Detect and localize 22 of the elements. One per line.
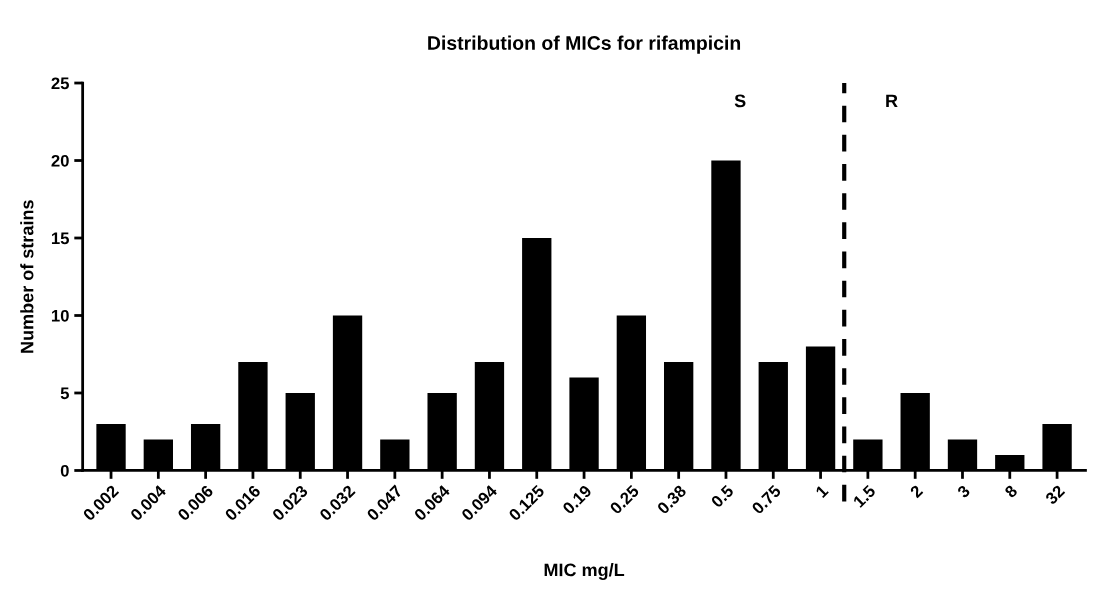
y-tick-label: 20 <box>51 154 69 167</box>
y-tick-label: 5 <box>60 387 69 400</box>
x-axis-title: MIC mg/L <box>544 563 625 580</box>
y-axis-title: Number of strains <box>20 200 34 353</box>
x-tick-label: 0.19 <box>561 484 593 515</box>
x-tick-label: 0.38 <box>656 484 687 515</box>
x-tick-label: 3 <box>956 484 971 499</box>
y-tick-label: 15 <box>51 232 69 245</box>
annotation: R <box>886 94 898 108</box>
x-tick-label: 0.5 <box>710 484 735 509</box>
x-tick-label: 32 <box>1044 484 1066 506</box>
x-tick-label: 2 <box>909 484 924 499</box>
y-tick-label: 25 <box>51 77 69 90</box>
annotation: S <box>734 94 746 108</box>
x-tick-label: 1.5 <box>852 484 877 508</box>
y-tick-label: 0 <box>60 464 69 477</box>
x-tick-label: 1 <box>815 484 829 499</box>
chart-title: Distribution of MICs for rifampicin <box>428 35 741 54</box>
y-tick-label: 10 <box>51 309 69 322</box>
x-tick-label: 8 <box>1003 484 1019 499</box>
x-tick-label: 0.75 <box>751 484 782 515</box>
x-tick-label: 0.25 <box>609 484 640 515</box>
